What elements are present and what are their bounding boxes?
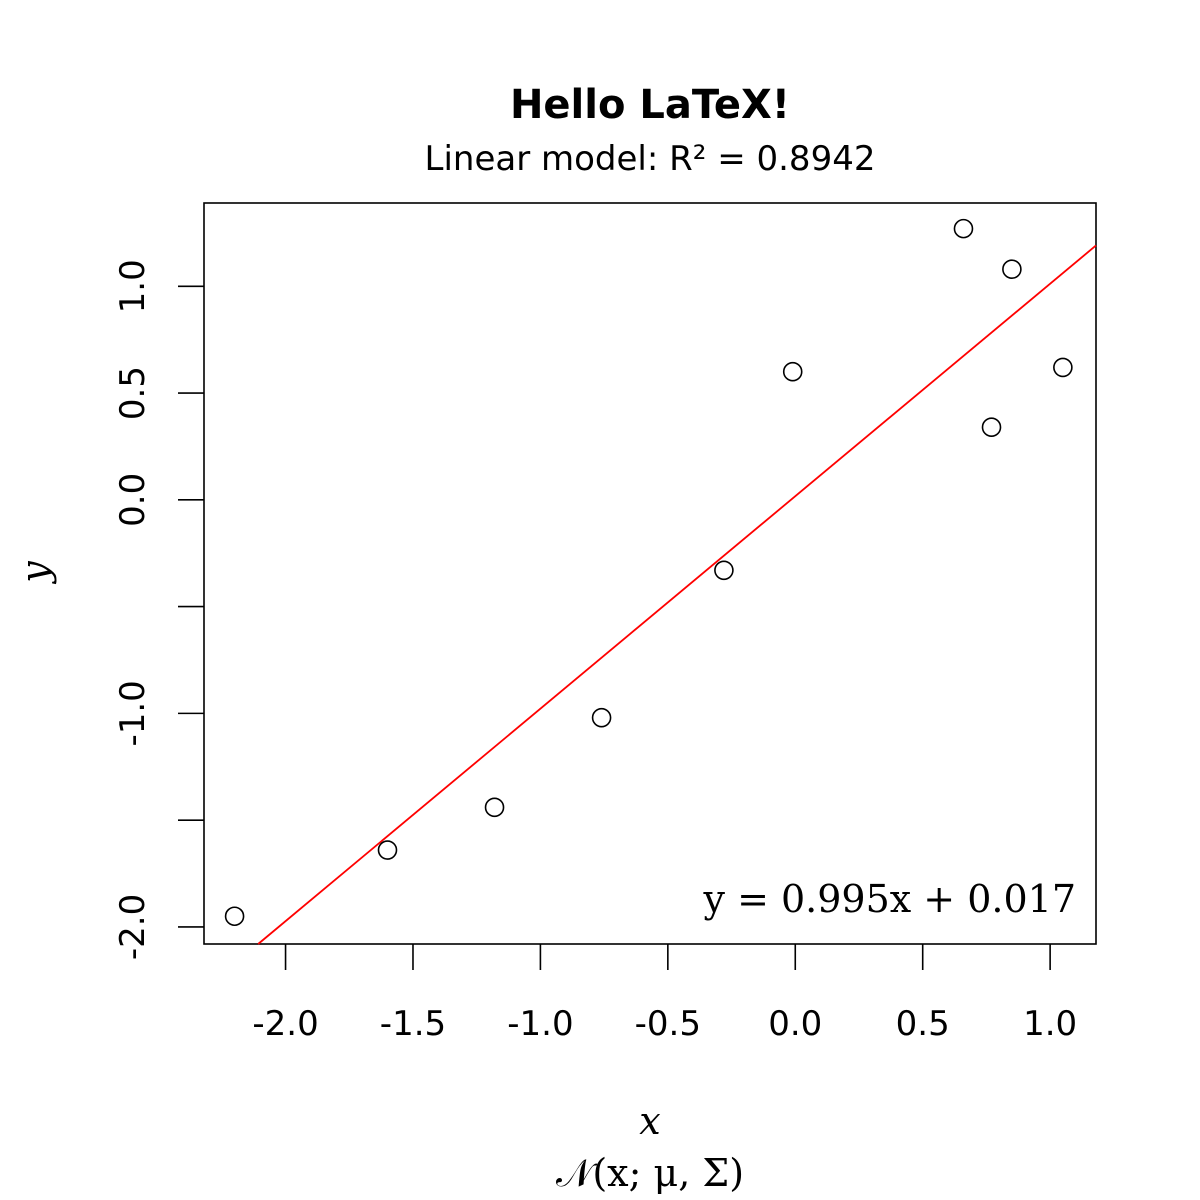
plot-area: -2.0 -1.5 -1.0 -0.5 0.0 0.5 1.0 -2.0 -1.0 0.0 0.5…	[113, 202, 1097, 1044]
data-point	[953, 218, 974, 239]
y-tick-label: -2.0	[113, 894, 153, 960]
data-point	[981, 417, 1002, 438]
x-tick-label: -0.5	[635, 1004, 701, 1044]
y-tick-label: -1.0	[113, 680, 153, 746]
x-axis: -2.0 -1.5 -1.0 -0.5 0.0 0.5 1.0	[252, 944, 1077, 1044]
plot-frame	[203, 202, 1097, 945]
regression-line	[257, 244, 1097, 945]
fit-line-group	[257, 244, 1097, 945]
x-axis-label: x	[639, 1099, 660, 1143]
x-tick-label: 0.0	[768, 1004, 822, 1044]
x-tick-label: -2.0	[252, 1004, 318, 1044]
x-tick-label: -1.5	[380, 1004, 446, 1044]
x-tick-label: 0.5	[896, 1004, 950, 1044]
data-point	[484, 797, 505, 818]
data-point	[782, 361, 803, 382]
y-tick-label: 1.0	[113, 259, 153, 313]
y-tick-label: 0.5	[113, 366, 153, 420]
fit-equation-annotation: y = 0.995x + 0.017	[703, 877, 1076, 921]
x-tick-label: 1.0	[1023, 1004, 1077, 1044]
chart-title: Hello LaTeX!	[510, 82, 790, 128]
y-axis-label: y	[13, 561, 57, 585]
data-point	[714, 560, 734, 581]
data-point	[591, 707, 612, 728]
y-axis: -2.0 -1.0 0.0 0.5 1.0	[113, 259, 204, 960]
data-point	[377, 840, 398, 860]
data-point	[1002, 259, 1022, 279]
x-axis-sublabel: 𝒩(x; μ, Σ)	[556, 1151, 744, 1195]
data-point	[224, 906, 245, 927]
data-point	[1053, 357, 1073, 378]
y-tick-label: 0.0	[113, 473, 153, 527]
points-group	[224, 218, 1073, 927]
chart-subtitle: Linear model: R² = 0.8942	[425, 139, 876, 179]
x-tick-label: -1.0	[507, 1004, 573, 1044]
